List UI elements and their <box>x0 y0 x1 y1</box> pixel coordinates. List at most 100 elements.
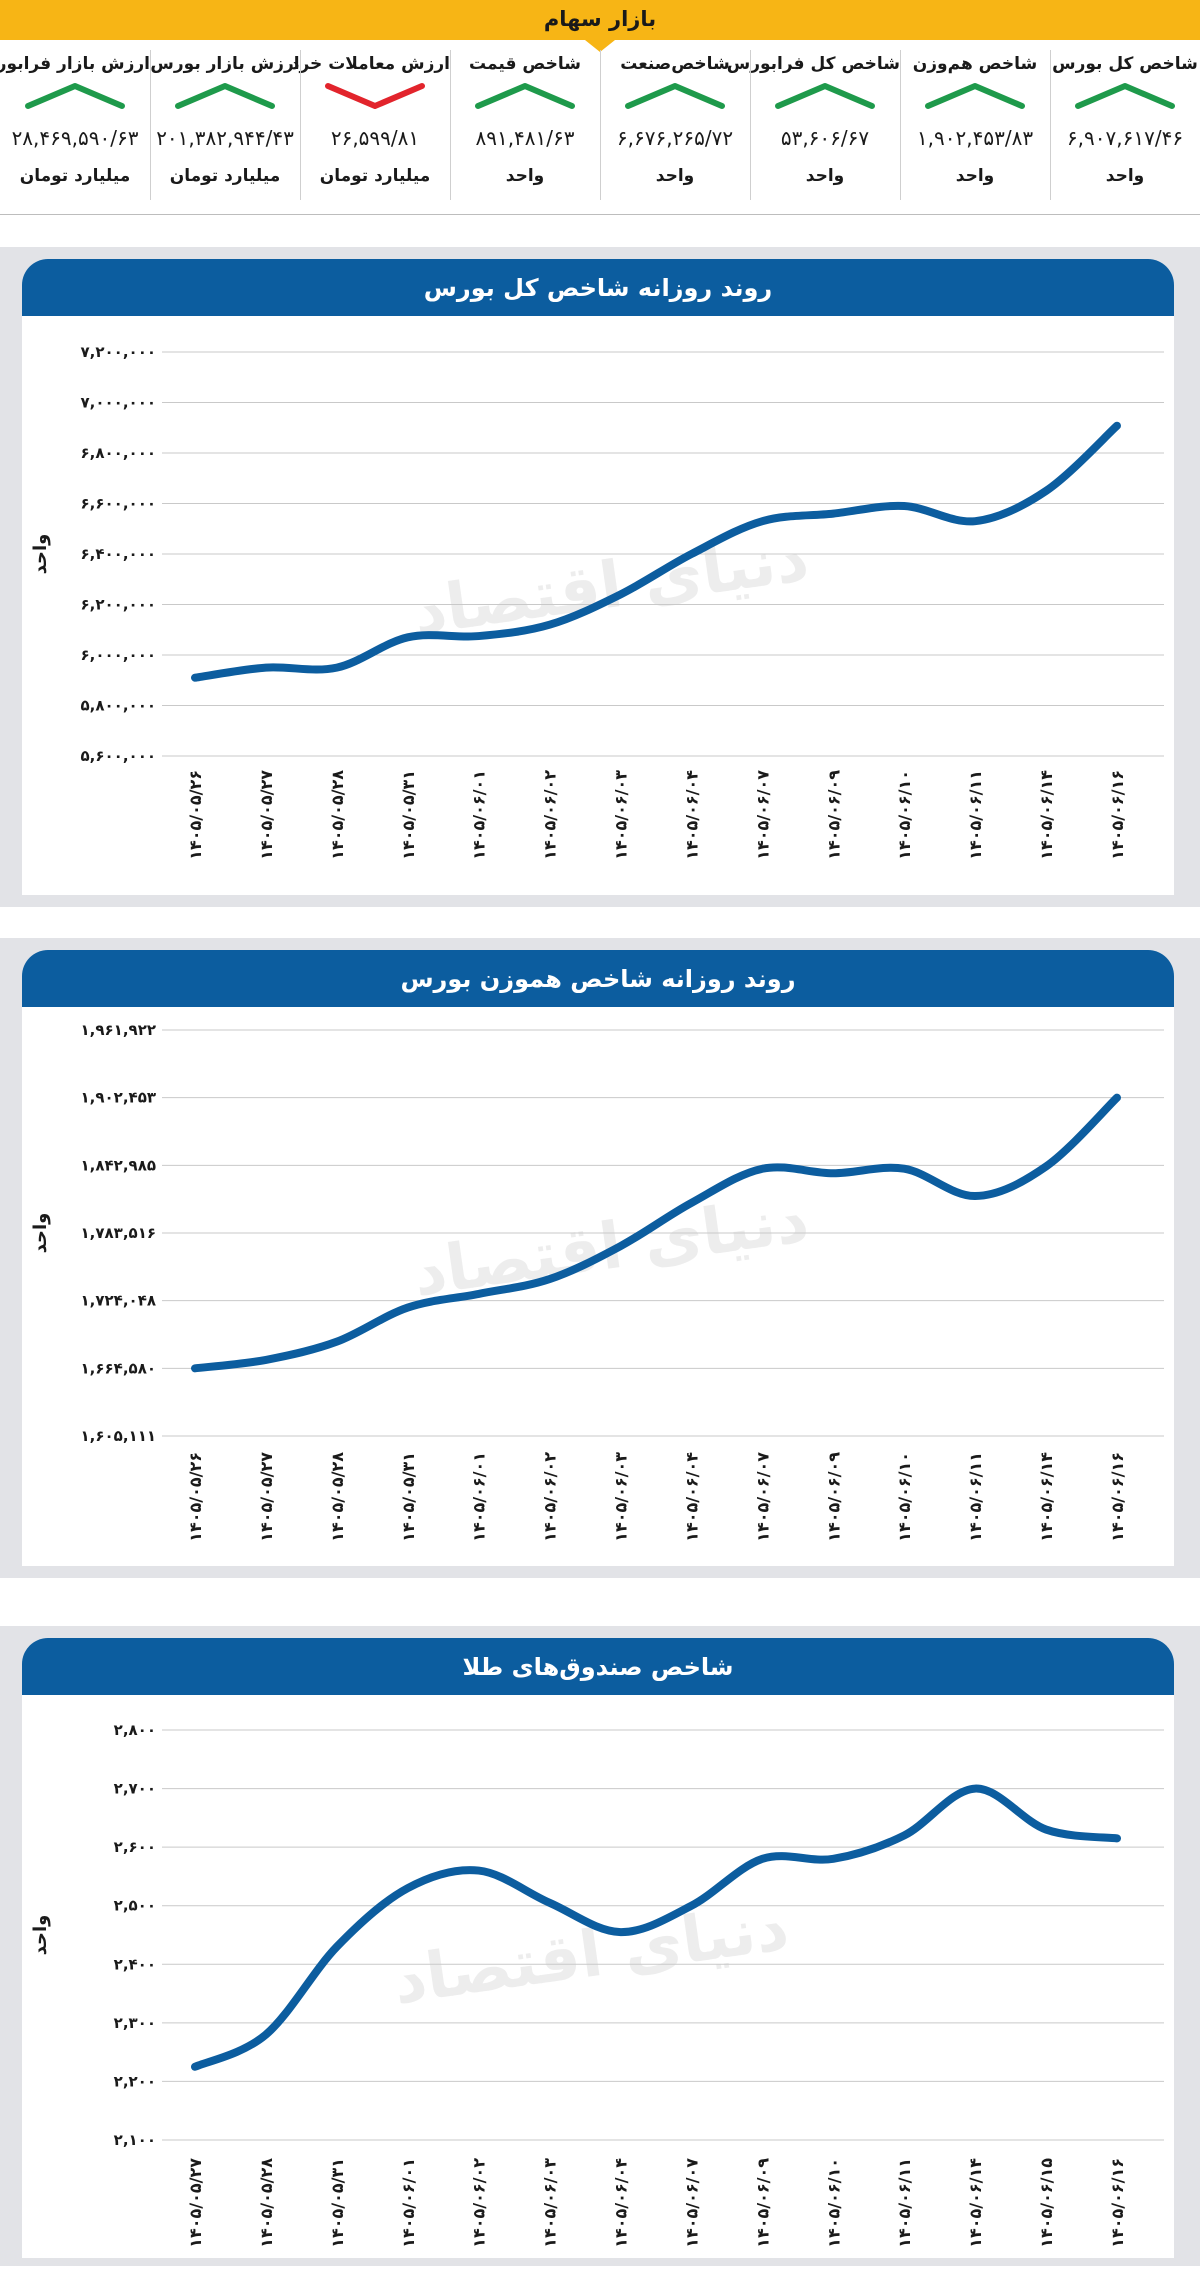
tile-label: ارزش معاملات خرد <box>290 54 450 74</box>
tile-value: ۲۸,۴۶۹,۵۹۰/۶۳ <box>11 126 139 150</box>
x-tick-label: ۱۴۰۵/۰۶/۱۰ <box>895 770 914 860</box>
index-tile: ارزش معاملات خرد ۲۶,۵۹۹/۸۱ میلیارد تومان <box>290 50 450 202</box>
y-tick-label: ۲,۲۰۰ <box>114 2072 156 2090</box>
chart-plot-equal-weight: ۱,۶۰۵,۱۱۱ ۱,۶۶۴,۵۸۰ ۱,۷۲۴,۰۴۸ ۱,۷۸۳,۵۱۶ ۱,۸۴… <box>30 1021 1164 1542</box>
chart-header: روند روزانه شاخص کل بورس <box>22 259 1174 316</box>
trend-up-icon <box>25 83 125 109</box>
x-tick-label: ۱۴۰۵/۰۶/۰۱ <box>470 1452 489 1542</box>
series-line <box>191 1093 1121 1373</box>
x-tick-label: ۱۴۰۵/۰۵/۲۷ <box>186 2158 205 2248</box>
tile-unit: واحد <box>955 166 995 186</box>
tile-label: شاخص کل بورس <box>1052 54 1198 74</box>
y-tick-label: ۶,۴۰۰,۰۰۰ <box>81 545 156 563</box>
tile-label: شاخص قیمت <box>469 54 581 74</box>
y-tick-label: ۶,۶۰۰,۰۰۰ <box>81 495 156 513</box>
x-tick-label: ۱۴۰۵/۰۵/۲۷ <box>257 770 276 860</box>
x-tick-label: ۱۴۰۵/۰۶/۰۲ <box>470 2158 489 2248</box>
tile-divider <box>450 50 451 200</box>
index-tiles: شاخص کل بورس ۶,۹۰۷,۶۱۷/۴۶ واحد شاخص هم‌وزن ۱… <box>0 40 1200 214</box>
y-tick-label: ۶,۲۰۰,۰۰۰ <box>81 596 156 614</box>
chart-plot-main-index: ۵,۶۰۰,۰۰۰ ۵,۸۰۰,۰۰۰ ۶,۰۰۰,۰۰۰ ۶,۲۰۰,۰۰۰ ۶,۴۰… <box>30 343 1164 860</box>
y-tick-label: ۱,۹۶۱,۹۲۲ <box>81 1021 156 1039</box>
y-tick-label: ۷,۲۰۰,۰۰۰ <box>81 343 156 361</box>
index-tile: ارزش بازار بورس ۲۰۱,۳۸۲,۹۴۴/۴۳ میلیارد توم… <box>150 50 300 202</box>
tile-unit: واحد <box>1105 166 1145 186</box>
y-tick-label: ۲,۵۰۰ <box>114 1897 156 1915</box>
banner-notch <box>585 40 615 52</box>
x-tick-label: ۱۴۰۵/۰۵/۲۷ <box>257 1452 276 1542</box>
x-tick-label: ۱۴۰۵/۰۵/۲۸ <box>328 770 347 860</box>
x-tick-label: ۱۴۰۵/۰۵/۲۶ <box>186 1452 205 1542</box>
y-tick-label: ۷,۰۰۰,۰۰۰ <box>81 394 156 412</box>
y-tick-label: ۲,۴۰۰ <box>114 1955 156 1973</box>
x-tick-label: ۱۴۰۵/۰۶/۱۴ <box>1037 770 1056 860</box>
y-tick-label: ۱,۶۶۴,۵۸۰ <box>81 1359 156 1377</box>
y-axis-label: واحد <box>30 1213 51 1254</box>
tile-value: ۲۰۱,۳۸۲,۹۴۴/۴۳ <box>156 126 294 150</box>
x-tick-label: ۱۴۰۵/۰۶/۱۴ <box>966 2158 985 2248</box>
trend-up-icon <box>925 83 1025 109</box>
x-tick-label: ۱۴۰۵/۰۶/۰۲ <box>541 1452 560 1542</box>
x-tick-label: ۱۴۰۵/۰۶/۱۱ <box>966 770 985 860</box>
x-tick-label: ۱۴۰۵/۰۵/۳۱ <box>399 770 418 860</box>
x-tick-label: ۱۴۰۵/۰۶/۰۱ <box>399 2158 418 2248</box>
tile-divider <box>1050 50 1051 200</box>
y-axis-label: واحد <box>30 1915 51 1956</box>
chart-card-main-index: روند روزانه شاخص کل بورس دنیای اقتصاد ۵,… <box>0 247 1200 907</box>
tile-unit: واحد <box>655 166 695 186</box>
tile-label: شاخص هم‌وزن <box>912 54 1038 74</box>
tile-divider <box>300 50 301 200</box>
chart-card-equal-weight: روند روزانه شاخص هموزن بورس دنیای اقتصاد… <box>0 938 1200 1578</box>
y-tick-label: ۵,۶۰۰,۰۰۰ <box>81 747 156 765</box>
x-tick-label: ۱۴۰۵/۰۵/۳۱ <box>399 1452 418 1542</box>
trend-up-icon <box>1075 83 1175 109</box>
x-tick-label: ۱۴۰۵/۰۶/۱۰ <box>895 1452 914 1542</box>
y-tick-label: ۲,۷۰۰ <box>114 1780 156 1798</box>
trend-up-icon <box>625 83 725 109</box>
x-tick-label: ۱۴۰۵/۰۶/۰۲ <box>541 770 560 860</box>
index-tile: شاخص قیمت ۸۹۱,۴۸۱/۶۳ واحد <box>450 50 600 202</box>
x-tick-label: ۱۴۰۵/۰۶/۰۳ <box>612 770 631 860</box>
x-tick-label: ۱۴۰۵/۰۶/۰۳ <box>541 2158 560 2248</box>
tile-value: ۸۹۱,۴۸۱/۶۳ <box>475 126 575 150</box>
y-tick-label: ۱,۸۴۲,۹۸۵ <box>81 1156 156 1174</box>
tile-divider <box>600 50 601 200</box>
x-tick-label: ۱۴۰۵/۰۶/۰۹ <box>824 770 843 860</box>
x-tick-label: ۱۴۰۵/۰۵/۲۸ <box>257 2158 276 2248</box>
x-tick-label: ۱۴۰۵/۰۶/۰۴ <box>682 1452 701 1542</box>
tile-value: ۱,۹۰۲,۴۵۳/۸۳ <box>916 126 1034 150</box>
index-tile: شاخص هم‌وزن ۱,۹۰۲,۴۵۳/۸۳ واحد <box>900 50 1050 202</box>
tile-unit: میلیارد تومان <box>319 166 431 186</box>
chart-card-gold-funds: شاخص صندوق‌های طلا دنیای اقتصاد ۲,۱۰۰ ۲,۲… <box>0 1626 1200 2266</box>
tile-divider <box>150 50 151 200</box>
index-tile: شاخص کل فرابورس ۵۳,۶۰۶/۶۷ واحد <box>727 50 900 202</box>
tile-divider <box>750 50 751 200</box>
banner-title: بازار سهام <box>543 7 657 31</box>
y-tick-label: ۱,۶۰۵,۱۱۱ <box>81 1427 156 1445</box>
x-tick-label: ۱۴۰۵/۰۶/۱۱ <box>895 2158 914 2248</box>
x-tick-label: ۱۴۰۵/۰۶/۱۶ <box>1108 2158 1127 2248</box>
chart-title: روند روزانه شاخص کل بورس <box>423 274 773 302</box>
trend-up-icon <box>475 83 575 109</box>
y-tick-label: ۶,۸۰۰,۰۰۰ <box>81 444 156 462</box>
x-tick-label: ۱۴۰۵/۰۶/۱۶ <box>1108 770 1127 860</box>
index-tile: شاخص‌صنعت ۶,۶۷۶,۲۶۵/۷۲ واحد <box>600 50 750 202</box>
x-tick-label: ۱۴۰۵/۰۶/۱۰ <box>824 2158 843 2248</box>
trend-down-icon <box>325 83 425 109</box>
tile-label: ارزش بازار فرابورس <box>0 54 150 74</box>
x-tick-label: ۱۴۰۵/۰۶/۰۴ <box>612 2158 631 2248</box>
tile-unit: میلیارد تومان <box>169 166 281 186</box>
x-tick-label: ۱۴۰۵/۰۶/۰۹ <box>824 1452 843 1542</box>
tile-unit: واحد <box>805 166 845 186</box>
chart-title: روند روزانه شاخص هموزن بورس <box>400 965 796 993</box>
tile-label: شاخص‌صنعت <box>620 54 730 74</box>
y-tick-label: ۲,۱۰۰ <box>114 2131 156 2149</box>
y-tick-label: ۵,۸۰۰,۰۰۰ <box>81 697 156 715</box>
x-tick-label: ۱۴۰۵/۰۶/۱۵ <box>1037 2158 1056 2248</box>
tile-value: ۶,۶۷۶,۲۶۵/۷۲ <box>616 126 734 150</box>
x-tick-label: ۱۴۰۵/۰۶/۱۱ <box>966 1452 985 1542</box>
x-tick-label: ۱۴۰۵/۰۵/۲۶ <box>186 770 205 860</box>
index-tile: ارزش بازار فرابورس ۲۸,۴۶۹,۵۹۰/۶۳ میلیارد ت… <box>0 50 150 202</box>
x-tick-label: ۱۴۰۵/۰۶/۰۷ <box>753 770 772 860</box>
x-tick-label: ۱۴۰۵/۰۶/۱۴ <box>1037 1452 1056 1542</box>
